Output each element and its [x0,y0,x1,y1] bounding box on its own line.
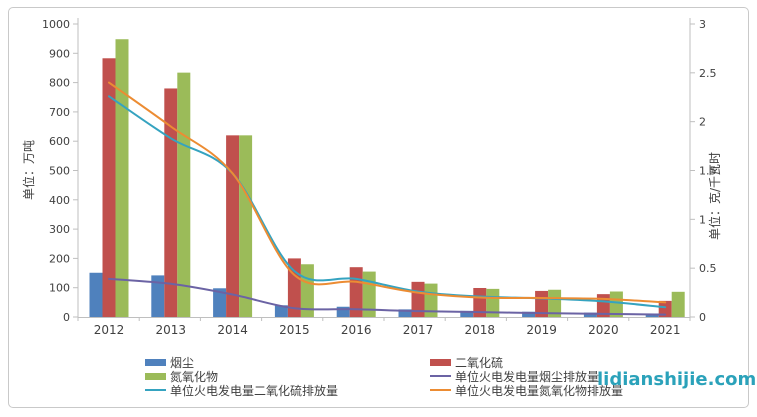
legend-column-left: 烟尘 氮氧化物 单位火电发电量二氧化硫排放量 [145,355,339,398]
svg-text:2013: 2013 [156,323,187,337]
bar-series-1 [102,58,672,318]
legend-label: 单位火电发电量二氧化硫排放量 [170,383,339,398]
legend-swatch-line [145,389,166,391]
legend-swatch-bar [145,372,166,380]
svg-text:900: 900 [49,47,70,60]
svg-text:2018: 2018 [465,323,496,337]
legend-item: 单位火电发电量烟尘排放量 [430,369,623,384]
legend-column-right: 二氧化硫 单位火电发电量烟尘排放量 单位火电发电量氮氧化物排放量 [430,355,624,398]
svg-text:400: 400 [49,194,70,207]
svg-text:100: 100 [49,282,70,295]
svg-text:600: 600 [49,135,70,148]
legend-label: 烟尘 [170,355,195,370]
svg-text:2021: 2021 [650,323,681,337]
legend-item: 烟尘 [145,355,338,370]
svg-text:3: 3 [699,18,706,31]
svg-text:1000: 1000 [42,18,70,31]
legend-label: 单位火电发电量氮氧化物排放量 [455,383,624,398]
legend-label: 单位火电发电量烟尘排放量 [455,369,600,384]
svg-text:2016: 2016 [341,323,372,337]
svg-text:2.5: 2.5 [699,67,717,80]
line-series-1 [108,95,667,309]
legend-swatch-bar [145,358,166,366]
legend-item: 单位火电发电量氮氧化物排放量 [430,383,624,398]
svg-text:单位：万吨: 单位：万吨 [21,140,36,200]
svg-text:2019: 2019 [526,323,557,337]
legend-swatch-line [430,389,451,391]
line-series-0 [108,277,667,316]
legend-item: 二氧化硫 [430,355,623,370]
legend-item: 氮氧化物 [145,369,338,384]
legend-label: 氮氧化物 [170,369,219,384]
svg-text:1: 1 [699,213,706,226]
watermark-text: lidianshijie.com [597,369,757,390]
bar-series-2 [115,39,685,318]
legend-label: 二氧化硫 [455,355,504,370]
svg-text:2020: 2020 [588,323,619,337]
bar-series-0 [89,272,659,317]
svg-text:0.5: 0.5 [699,262,717,275]
svg-text:0: 0 [699,311,706,324]
svg-text:800: 800 [49,77,70,90]
legend-swatch-bar [430,358,451,366]
legend-item: 单位火电发电量二氧化硫排放量 [145,383,339,398]
chart-frame [8,7,749,408]
svg-text:500: 500 [49,165,70,178]
svg-text:2014: 2014 [217,323,248,337]
svg-text:2: 2 [699,116,706,129]
svg-text:1.5: 1.5 [699,165,717,178]
svg-text:0: 0 [63,311,70,324]
svg-text:300: 300 [49,223,70,236]
line-series-2 [108,81,667,304]
svg-text:2012: 2012 [94,323,125,337]
legend-swatch-line [430,375,451,377]
svg-text:200: 200 [49,252,70,265]
svg-text:单位：克/千瓦时: 单位：克/千瓦时 [707,152,722,240]
svg-text:700: 700 [49,106,70,119]
svg-text:2017: 2017 [403,323,434,337]
svg-text:2015: 2015 [279,323,310,337]
